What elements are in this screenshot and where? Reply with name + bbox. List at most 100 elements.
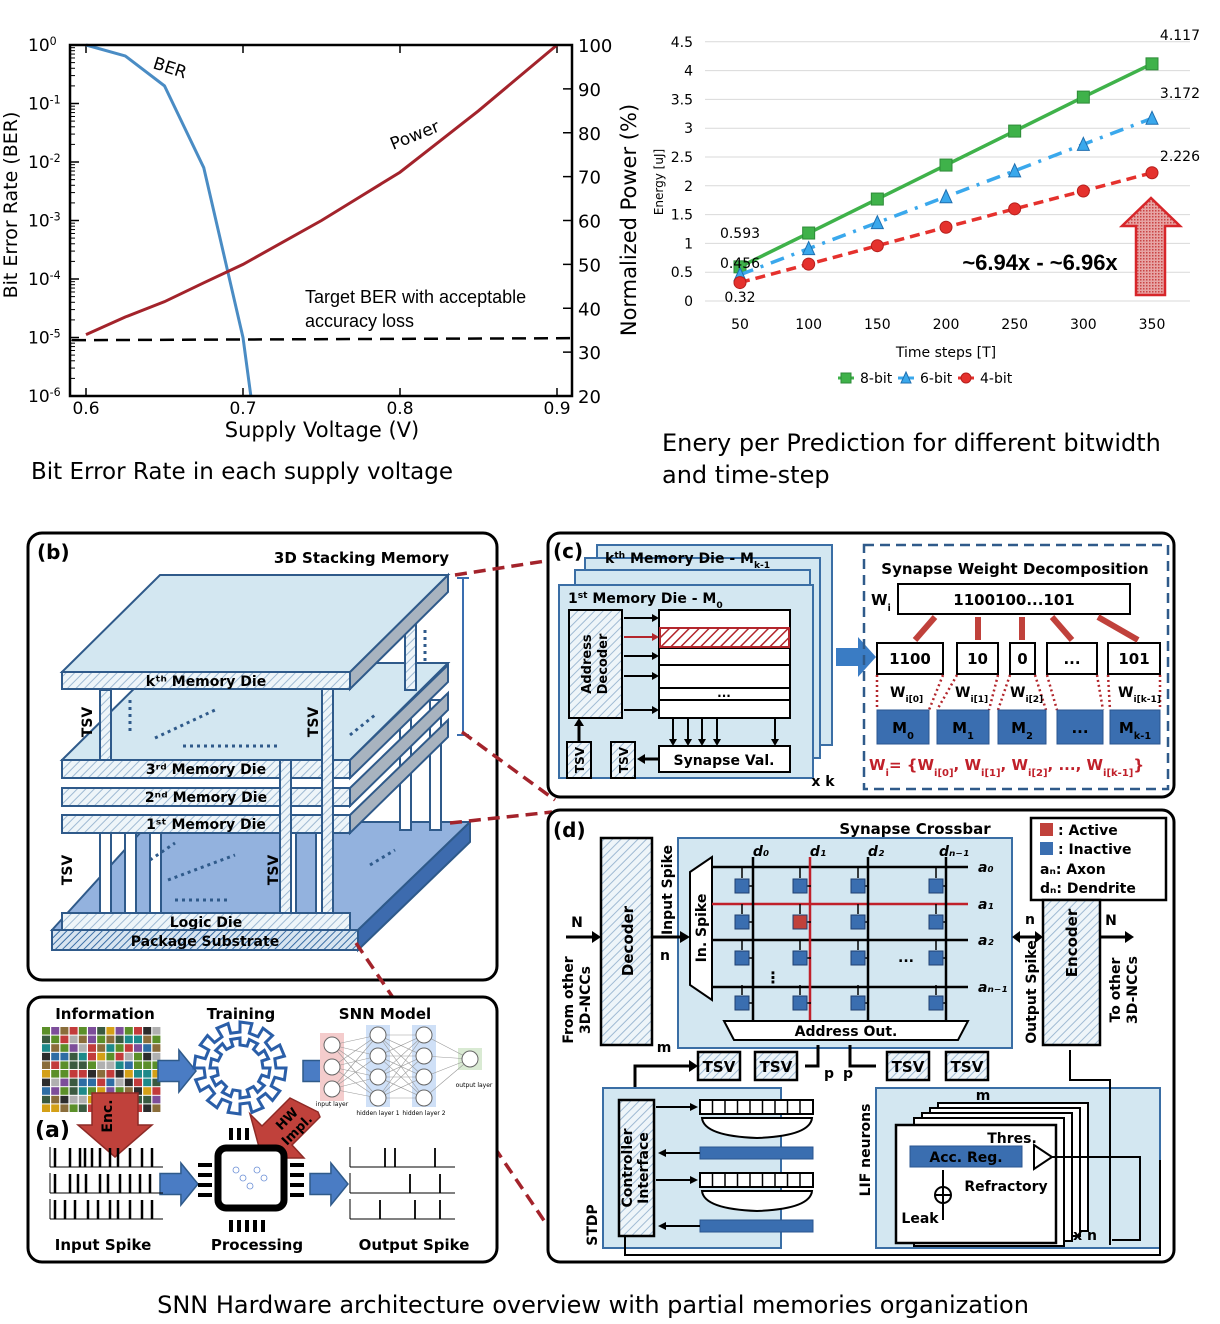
- image-thumbnail: [97, 1070, 106, 1078]
- text-part: W: [964, 756, 981, 774]
- synapse-val-label: Synapse Val.: [674, 753, 775, 769]
- neuron-node: [369, 1026, 387, 1044]
- flow-arrow: [309, 1160, 349, 1208]
- image-thumbnail: [69, 1027, 78, 1035]
- image-thumbnail: [106, 1035, 115, 1044]
- synapse-edge: [331, 1055, 379, 1090]
- layer-label: input layer: [316, 1101, 349, 1108]
- text-part: 10: [28, 95, 50, 115]
- to-other-label: To other: [1108, 957, 1124, 1022]
- image-thumbnail: [60, 1027, 69, 1035]
- y-tick-label: 10-4: [28, 269, 61, 291]
- up-arrow: [1118, 196, 1184, 297]
- dotted-ellipsis: [167, 853, 236, 882]
- text-part: W: [955, 685, 970, 701]
- decoder-block: [599, 836, 654, 1047]
- x-tick-label: 200: [933, 317, 960, 333]
- subscript: 0: [716, 601, 722, 611]
- image-thumbnail: [143, 1044, 152, 1052]
- image-thumbnail: [78, 1061, 87, 1069]
- image-thumbnail: [97, 1087, 106, 1095]
- image-thumbnail: [88, 1078, 96, 1087]
- y2-tick-label: 60: [578, 212, 601, 233]
- address-bus: [805, 1045, 820, 1068]
- energy-caption: and time-step: [662, 461, 830, 489]
- memory-die-front: [61, 759, 351, 779]
- supscript: -4: [50, 269, 61, 282]
- feedback-wire: [624, 1160, 1161, 1256]
- x-axis-title: Supply Voltage (V): [225, 418, 419, 442]
- weight-bits-box: [897, 583, 1131, 615]
- layer-label: output layer: [456, 1082, 493, 1089]
- image-thumbnail: [60, 1087, 69, 1095]
- y2-tick-label: 90: [578, 80, 601, 101]
- arrow-head: [652, 652, 659, 660]
- leak-label: Leak: [901, 1211, 939, 1227]
- bus-width-label: n: [660, 948, 670, 964]
- layer-label: hidden layer 1: [356, 1110, 399, 1117]
- text-part: a₀: [978, 860, 994, 876]
- text-part: 10: [28, 387, 50, 407]
- tsv-pillar: [429, 699, 442, 831]
- inactive-synapse: [734, 878, 750, 894]
- image-thumbnail: [97, 1027, 106, 1035]
- text-part: 10: [28, 329, 50, 349]
- image-thumbnail: [42, 1078, 50, 1087]
- spike-out: [1052, 1156, 1141, 1241]
- times-k-label: x k: [811, 774, 835, 790]
- encoder-label: Encoder: [1063, 908, 1081, 977]
- synapse-edge: [331, 1044, 379, 1078]
- dendrite-label: dₙ₋₁: [939, 844, 969, 860]
- data-label: 4.117: [1160, 28, 1200, 44]
- weight-bits: 1100100...101: [953, 591, 1074, 609]
- chip-pin: [245, 1128, 249, 1140]
- tsv-label: TSV: [306, 707, 322, 738]
- dotted-ellipsis: [369, 848, 396, 867]
- memory-die-block: [1109, 709, 1161, 745]
- image-thumbnail: [143, 1035, 152, 1044]
- segment-value: 1100: [889, 650, 931, 668]
- chip-pin: [198, 1173, 212, 1177]
- architecture-caption: SNN Hardware architecture overview with …: [157, 1291, 1029, 1319]
- text-part: 10: [28, 153, 50, 173]
- y2-tick-label: 20: [578, 387, 601, 408]
- die-label: 3ʳᵈ Memory Die: [146, 762, 266, 778]
- image-thumbnail: [51, 1044, 60, 1052]
- axon-label: a₂: [978, 933, 994, 949]
- circle-marker: [870, 239, 884, 253]
- ber-chart: 10010-110-210-310-410-510-61009080706050…: [0, 35, 641, 486]
- dendrite-label: d₁: [810, 844, 826, 860]
- mapping-line: [1033, 674, 1048, 711]
- x-tick-label: 0.8: [386, 399, 413, 419]
- mini-network: [246, 1182, 254, 1190]
- y-tick-label: 3: [684, 121, 693, 137]
- text-part: ,: [1048, 756, 1059, 774]
- memory-die-label: Mk-1: [1119, 719, 1151, 742]
- y-tick-label: 10-6: [28, 386, 61, 408]
- synapse-val-box: [658, 745, 791, 773]
- address-out-block: [722, 1020, 970, 1041]
- x-axis-title: Time steps [T]: [895, 345, 996, 361]
- image-thumbnail: [78, 1070, 87, 1078]
- arrow-head: [690, 1103, 698, 1111]
- memory-die-label: M2: [1011, 719, 1033, 742]
- text-part: W: [1086, 756, 1103, 774]
- triangle-marker: [900, 370, 912, 384]
- segment-weight-label: Wi[k-1]: [1118, 685, 1161, 705]
- inactive-synapse: [850, 950, 866, 966]
- image-thumbnail: [88, 1035, 96, 1044]
- tsv-label: TSV: [892, 1058, 925, 1076]
- synapse-edge: [331, 1066, 379, 1099]
- memory-die-front: [61, 787, 351, 807]
- encoder-feed: [1069, 1050, 1111, 1245]
- threshold-line: [71, 336, 571, 342]
- vertical-ellipsis: ⋮: [765, 968, 781, 987]
- logic-die-label: Logic Die: [170, 915, 242, 931]
- weight-label: Wi: [871, 591, 891, 614]
- image-thumbnail: [42, 1095, 50, 1104]
- y-tick-label: 10-2: [28, 152, 61, 174]
- inactive-synapse: [850, 914, 866, 930]
- chip-pin: [253, 1220, 257, 1232]
- image-thumbnail: [69, 1061, 78, 1069]
- x-tick-label: 50: [731, 317, 749, 333]
